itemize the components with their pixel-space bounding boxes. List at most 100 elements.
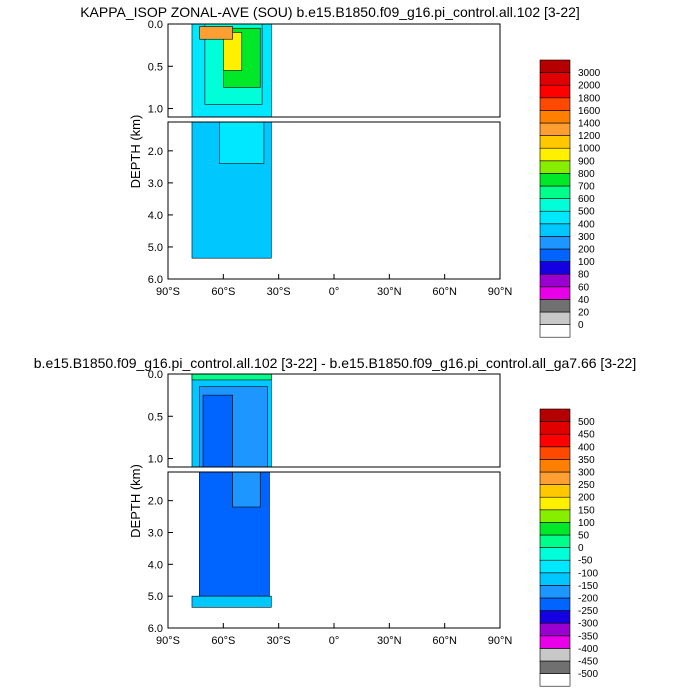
y-tick-label: 1.0 — [148, 454, 163, 466]
colorbar-label: 700 — [578, 182, 595, 193]
colorbar-label: 600 — [578, 194, 595, 205]
contour-region-6 — [219, 122, 265, 164]
y-tick-label: 0.5 — [148, 411, 163, 423]
colorbar-box — [539, 610, 571, 624]
colorbar-label: -50 — [578, 556, 593, 567]
colorbar-label: 500 — [578, 417, 595, 428]
colorbar-box — [539, 635, 571, 649]
colorbar-box — [539, 446, 571, 460]
y-tick-label: 6.0 — [148, 274, 163, 286]
colorbar-label: 200 — [578, 493, 595, 504]
colorbar-label: 350 — [578, 455, 595, 466]
colorbar-label: 3000 — [578, 68, 601, 79]
x-tick-label: 60°S — [211, 635, 235, 647]
colorbar-box — [539, 248, 571, 262]
colorbar-box — [539, 147, 571, 162]
contour-region-5 — [232, 472, 261, 508]
colorbar-label: -200 — [578, 594, 598, 605]
y-tick-label: 3.0 — [148, 527, 163, 539]
x-tick-label: 90°S — [156, 286, 180, 298]
y-tick-label: 5.0 — [148, 242, 163, 254]
colorbar-box — [539, 261, 571, 275]
chart-title: b.e15.B1850.f09_g16.pi_control.all.102 [… — [34, 355, 636, 371]
colorbar-label: 200 — [578, 245, 595, 256]
y-tick-label: 1.0 — [148, 104, 163, 116]
colorbar-label: -400 — [578, 644, 598, 655]
colorbar-box — [539, 110, 571, 124]
colorbar-label: 150 — [578, 505, 595, 516]
colorbar-box — [539, 223, 571, 237]
y-axis-label: DEPTH (km) — [128, 464, 143, 538]
colorbar-label: -250 — [578, 606, 598, 617]
colorbar-box — [539, 160, 571, 174]
y-tick-label: 4.0 — [148, 559, 163, 571]
colorbar-box — [539, 273, 571, 288]
colorbar-label: 1400 — [578, 119, 601, 130]
y-tick-label: 2.0 — [148, 146, 163, 158]
colorbar-box — [539, 484, 571, 498]
x-tick-label: 60°S — [211, 286, 235, 298]
colorbar-box — [539, 185, 571, 199]
x-tick-label: 0° — [329, 286, 340, 298]
colorbar-label: -350 — [578, 631, 598, 642]
contour-region-4 — [199, 26, 233, 40]
colorbar-label: 100 — [578, 518, 595, 529]
colorbar: -500-450-400-350-300-250-200-150-100-500… — [539, 408, 598, 687]
chart-panel-1: KAPPA_ISOP ZONAL-AVE (SOU) b.e15.B1850.f… — [80, 4, 601, 338]
x-tick-label: 30°S — [267, 286, 291, 298]
x-tick-label: 30°S — [267, 635, 291, 647]
colorbar-box — [539, 236, 571, 250]
colorbar-label: 500 — [578, 207, 595, 218]
x-tick-label: 90°S — [156, 635, 180, 647]
upper-panel-frame — [167, 373, 501, 468]
colorbar-label: 1000 — [578, 144, 601, 155]
upper-panel-frame — [167, 23, 501, 118]
colorbar-label: 80 — [578, 270, 590, 281]
contour-region-6 — [191, 595, 272, 608]
colorbar-box — [539, 459, 571, 473]
x-tick-label: 90°N — [488, 635, 513, 647]
colorbar-label: 50 — [578, 531, 590, 542]
x-tick-label: 30°N — [377, 635, 402, 647]
colorbar-label: 1600 — [578, 106, 601, 117]
colorbar-label: 60 — [578, 282, 590, 293]
colorbar-label: 400 — [578, 219, 595, 230]
chart-title: KAPPA_ISOP ZONAL-AVE (SOU) b.e15.B1850.f… — [80, 4, 580, 20]
colorbar-label: 1800 — [578, 93, 601, 104]
y-tick-label: 0.0 — [148, 19, 163, 31]
colorbar-label: 100 — [578, 257, 595, 268]
colorbar-box — [539, 572, 571, 586]
colorbar-label: 300 — [578, 468, 595, 479]
colorbar-label: 20 — [578, 308, 590, 319]
colorbar-box — [539, 496, 571, 511]
x-tick-label: 60°N — [432, 635, 457, 647]
colorbar-box — [539, 660, 571, 674]
colorbar-box — [539, 97, 571, 111]
x-tick-label: 90°N — [488, 286, 513, 298]
colorbar-box — [539, 597, 571, 611]
colorbar-box — [539, 299, 571, 313]
colorbar-box — [539, 421, 571, 435]
x-tick-label: 0° — [329, 635, 340, 647]
colorbar-box — [539, 648, 571, 662]
colorbar-label: -150 — [578, 581, 598, 592]
colorbar-label: 40 — [578, 295, 590, 306]
colorbar-box — [539, 559, 571, 574]
colorbar-label: 300 — [578, 232, 595, 243]
colorbar-box — [539, 84, 571, 99]
colorbar-label: -100 — [578, 568, 598, 579]
y-tick-label: 4.0 — [148, 210, 163, 222]
contour-region-2 — [202, 394, 233, 467]
colorbar-box — [539, 198, 571, 212]
chart-panel-2: b.e15.B1850.f09_g16.pi_control.all.102 [… — [34, 355, 636, 687]
colorbar-label: -300 — [578, 619, 598, 630]
colorbar-label: 2000 — [578, 81, 601, 92]
x-tick-label: 60°N — [432, 286, 457, 298]
colorbar-box — [539, 286, 571, 300]
y-tick-label: 6.0 — [148, 623, 163, 635]
colorbar-box — [539, 210, 571, 225]
colorbar-box — [539, 547, 571, 561]
colorbar-box — [539, 433, 571, 448]
colorbar-label: 1200 — [578, 131, 601, 142]
